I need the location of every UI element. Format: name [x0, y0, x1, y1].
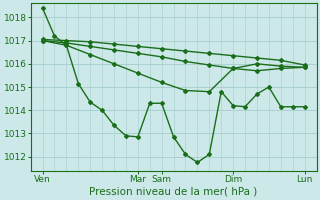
X-axis label: Pression niveau de la mer( hPa ): Pression niveau de la mer( hPa ) [90, 187, 258, 197]
